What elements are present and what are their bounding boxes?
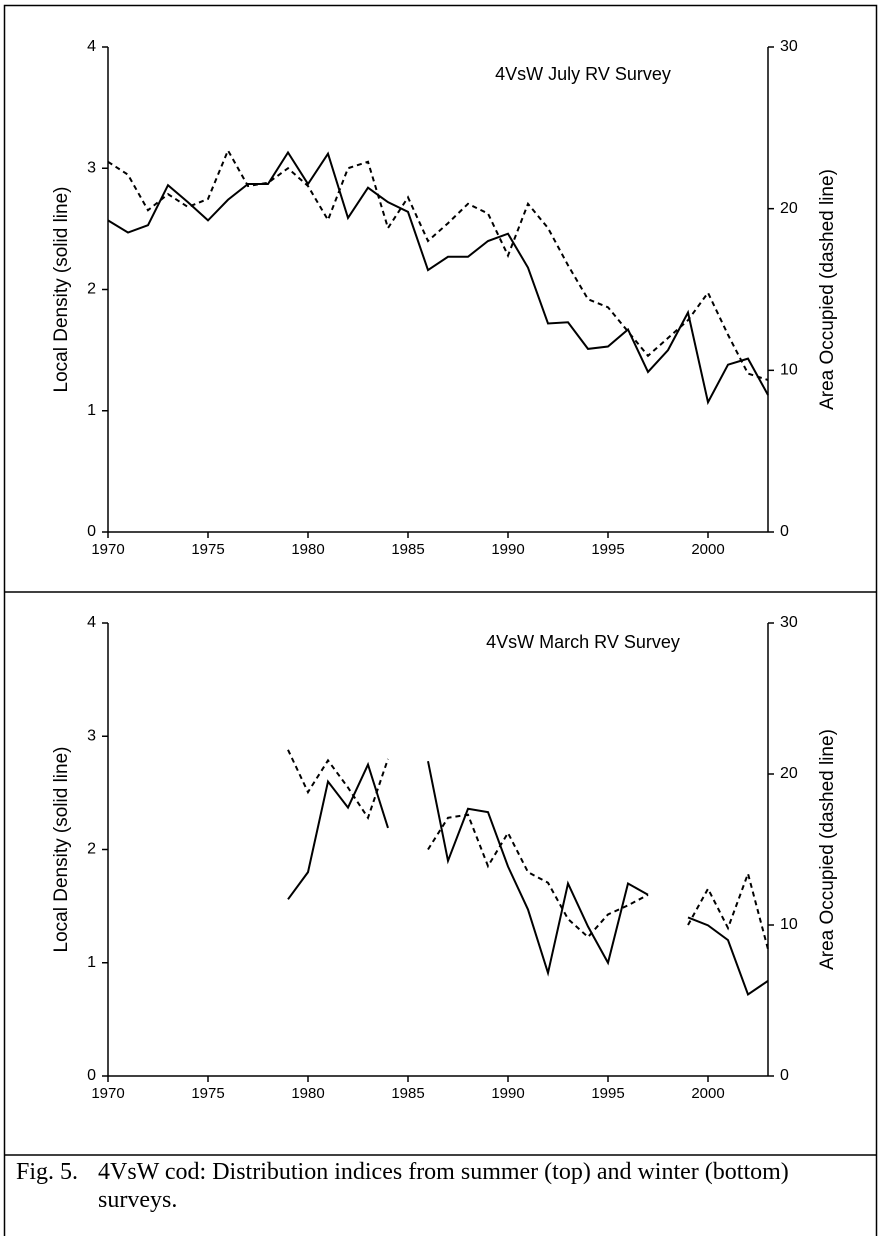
x-tick-label: 1970 [91,541,124,558]
x-tick-label: 1975 [191,541,224,558]
y-axis-label: Local Density (solid line) [51,747,72,953]
y2-axis-label: Area Occupied (dashed line) [817,169,838,410]
caption-text: 4VsW cod: Distribution indices from summ… [98,1159,789,1213]
y2-tick-label: 20 [780,200,798,217]
y2-tick-label: 10 [780,362,798,379]
y2-tick-label: 20 [780,765,798,782]
solid-line [287,760,769,997]
x-tick-label: 1985 [391,541,424,558]
x-tick-label: 1990 [491,1085,524,1102]
y-tick-label: 4 [87,614,96,631]
y-tick-label: 0 [87,1067,96,1084]
caption-label: Fig. 5. [16,1159,79,1185]
y-tick-label: 3 [87,727,96,744]
caption: Fig. 5. 4VsW cod: Distribution indices fr… [16,1158,818,1214]
y-tick-label: 3 [87,159,96,176]
x-tick-label: 1980 [291,541,324,558]
x-tick-label: 1995 [591,541,624,558]
x-tick-label: 2000 [691,541,724,558]
y2-tick-label: 30 [780,38,798,55]
x-tick-label: 1985 [391,1085,424,1102]
y2-axis-label: Area Occupied (dashed line) [817,729,838,970]
y2-tick-label: 0 [780,523,789,540]
x-tick-label: 2000 [691,1085,724,1102]
y-tick-label: 0 [87,523,96,540]
x-tick-label: 1980 [291,1085,324,1102]
x-tick-label: 1990 [491,541,524,558]
solid-line [107,150,769,406]
dashed-line [107,148,769,381]
y2-tick-label: 30 [780,614,798,631]
chart-title: 4VsW March RV Survey [486,632,680,652]
chart-title: 4VsW July RV Survey [495,64,671,84]
y-tick-label: 1 [87,402,96,419]
x-tick-label: 1970 [91,1085,124,1102]
x-tick-label: 1975 [191,1085,224,1102]
y-tick-label: 4 [87,38,96,55]
y-tick-label: 2 [87,281,96,298]
y-tick-label: 2 [87,841,96,858]
y-axis-label: Local Density (solid line) [51,187,72,393]
frame [3,4,878,1236]
y-tick-label: 1 [87,954,96,971]
y2-tick-label: 0 [780,1067,789,1084]
dashed-line [287,749,769,950]
y2-tick-label: 10 [780,916,798,933]
x-tick-label: 1995 [591,1085,624,1102]
